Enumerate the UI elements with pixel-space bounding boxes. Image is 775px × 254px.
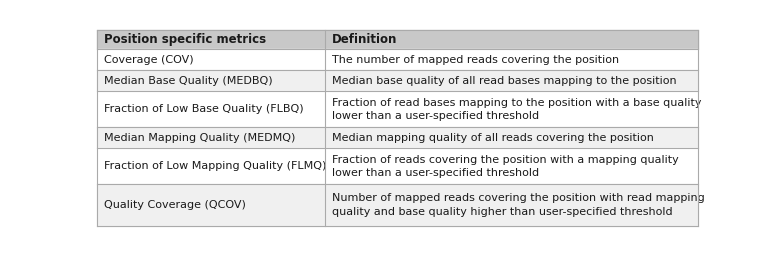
Bar [97,127,698,148]
Text: Fraction of reads covering the position with a mapping quality
lower than a user: Fraction of reads covering the position … [332,154,679,178]
Bar [97,184,698,226]
Text: Position specific metrics: Position specific metrics [104,34,266,46]
Text: Number of mapped reads covering the position with read mapping
quality and base : Number of mapped reads covering the posi… [332,194,705,217]
Text: Median mapping quality of all reads covering the position: Median mapping quality of all reads cove… [332,133,654,143]
Bar [97,30,698,50]
Text: Median Base Quality (MEDBQ): Median Base Quality (MEDBQ) [104,76,273,86]
Text: Fraction of read bases mapping to the position with a base quality
lower than a : Fraction of read bases mapping to the po… [332,98,702,121]
Bar [97,70,698,91]
Text: Coverage (COV): Coverage (COV) [104,55,194,65]
Text: Median base quality of all read bases mapping to the position: Median base quality of all read bases ma… [332,76,677,86]
Text: Quality Coverage (QCOV): Quality Coverage (QCOV) [104,200,246,210]
Bar [97,148,698,184]
Bar [97,50,698,70]
Text: Definition: Definition [332,34,398,46]
Bar [97,91,698,127]
Text: Fraction of Low Mapping Quality (FLMQ): Fraction of Low Mapping Quality (FLMQ) [104,161,326,171]
Text: The number of mapped reads covering the position: The number of mapped reads covering the … [332,55,619,65]
Text: Fraction of Low Base Quality (FLBQ): Fraction of Low Base Quality (FLBQ) [104,104,304,114]
Text: Median Mapping Quality (MEDMQ): Median Mapping Quality (MEDMQ) [104,133,295,143]
